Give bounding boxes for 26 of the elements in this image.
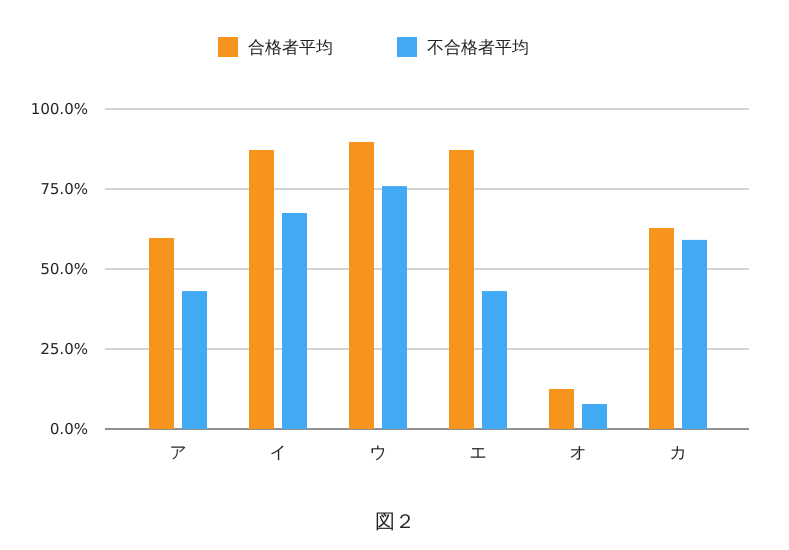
caption: 図２ — [375, 509, 415, 533]
legend-label: 合格者平均 — [248, 38, 333, 58]
bar — [549, 389, 574, 429]
bar — [649, 228, 674, 429]
x-tick-label: カ — [670, 443, 686, 463]
x-tick-label: オ — [570, 443, 586, 463]
bar — [482, 291, 507, 429]
y-tick-label: 50.0% — [40, 260, 88, 278]
y-tick-label: 75.0% — [40, 180, 88, 198]
x-tick-label: エ — [470, 443, 486, 463]
bar — [282, 213, 307, 429]
bar — [582, 404, 607, 429]
y-tick-label: 0.0% — [50, 420, 88, 438]
legend-label: 不合格者平均 — [427, 38, 529, 58]
x-tick-label: ウ — [370, 443, 386, 463]
y-tick-label: 100.0% — [30, 100, 88, 118]
bar — [349, 142, 374, 429]
bar — [682, 240, 707, 429]
y-tick-label: 25.0% — [40, 340, 88, 358]
bar — [249, 150, 274, 429]
x-tick-label: ア — [170, 443, 186, 463]
bar — [182, 291, 207, 429]
x-tick-label: イ — [270, 443, 286, 463]
bar — [149, 238, 174, 429]
bar — [382, 186, 407, 429]
bar — [449, 150, 474, 429]
